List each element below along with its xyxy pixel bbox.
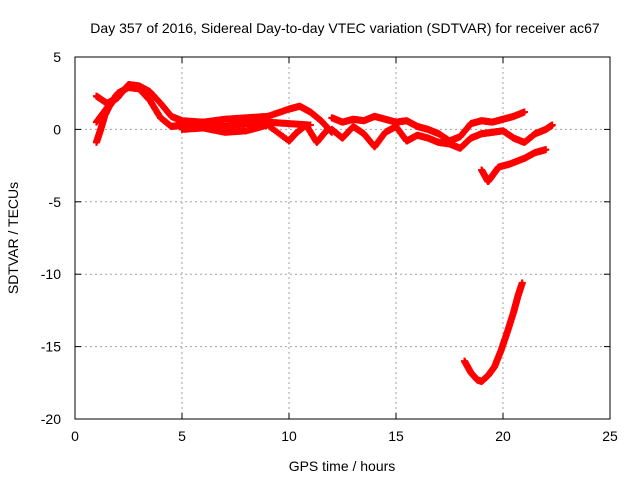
- y-tick-label: -5: [49, 194, 62, 210]
- y-axis-label: SDTVAR / TECUs: [5, 182, 21, 294]
- x-tick-label: 25: [602, 428, 618, 444]
- x-tick-label: 10: [281, 428, 297, 444]
- x-tick-label: 20: [495, 428, 511, 444]
- data-point: [542, 146, 550, 154]
- data-series: [92, 81, 556, 385]
- chart-title: Day 357 of 2016, Sidereal Day-to-day VTE…: [90, 20, 600, 36]
- y-tick-label: -10: [41, 266, 61, 282]
- series-track-8: [460, 279, 526, 385]
- series-track-5: [328, 108, 528, 145]
- y-tick-label: 0: [53, 121, 61, 137]
- y-tick-label: -20: [41, 411, 61, 427]
- series-track-7: [478, 146, 550, 186]
- x-tick-label: 0: [71, 428, 79, 444]
- y-tick-label: -15: [41, 339, 61, 355]
- x-tick-label: 15: [388, 428, 404, 444]
- plot-frame: [74, 56, 611, 420]
- series-track-6: [328, 121, 556, 152]
- y-tick-label: 5: [53, 49, 61, 65]
- data-point: [518, 279, 526, 287]
- x-axis-label: GPS time / hours: [289, 458, 396, 474]
- data-point: [548, 121, 556, 129]
- data-point: [520, 108, 528, 116]
- series-track-3: [92, 94, 122, 146]
- x-tick-label: 5: [178, 428, 186, 444]
- series-track-4: [178, 121, 332, 146]
- series-track-2: [92, 83, 314, 131]
- data-point: [114, 94, 122, 102]
- axis-ticks: 0 5 10 15 20 25 5 0 -5 -10 -15 -20: [41, 49, 618, 444]
